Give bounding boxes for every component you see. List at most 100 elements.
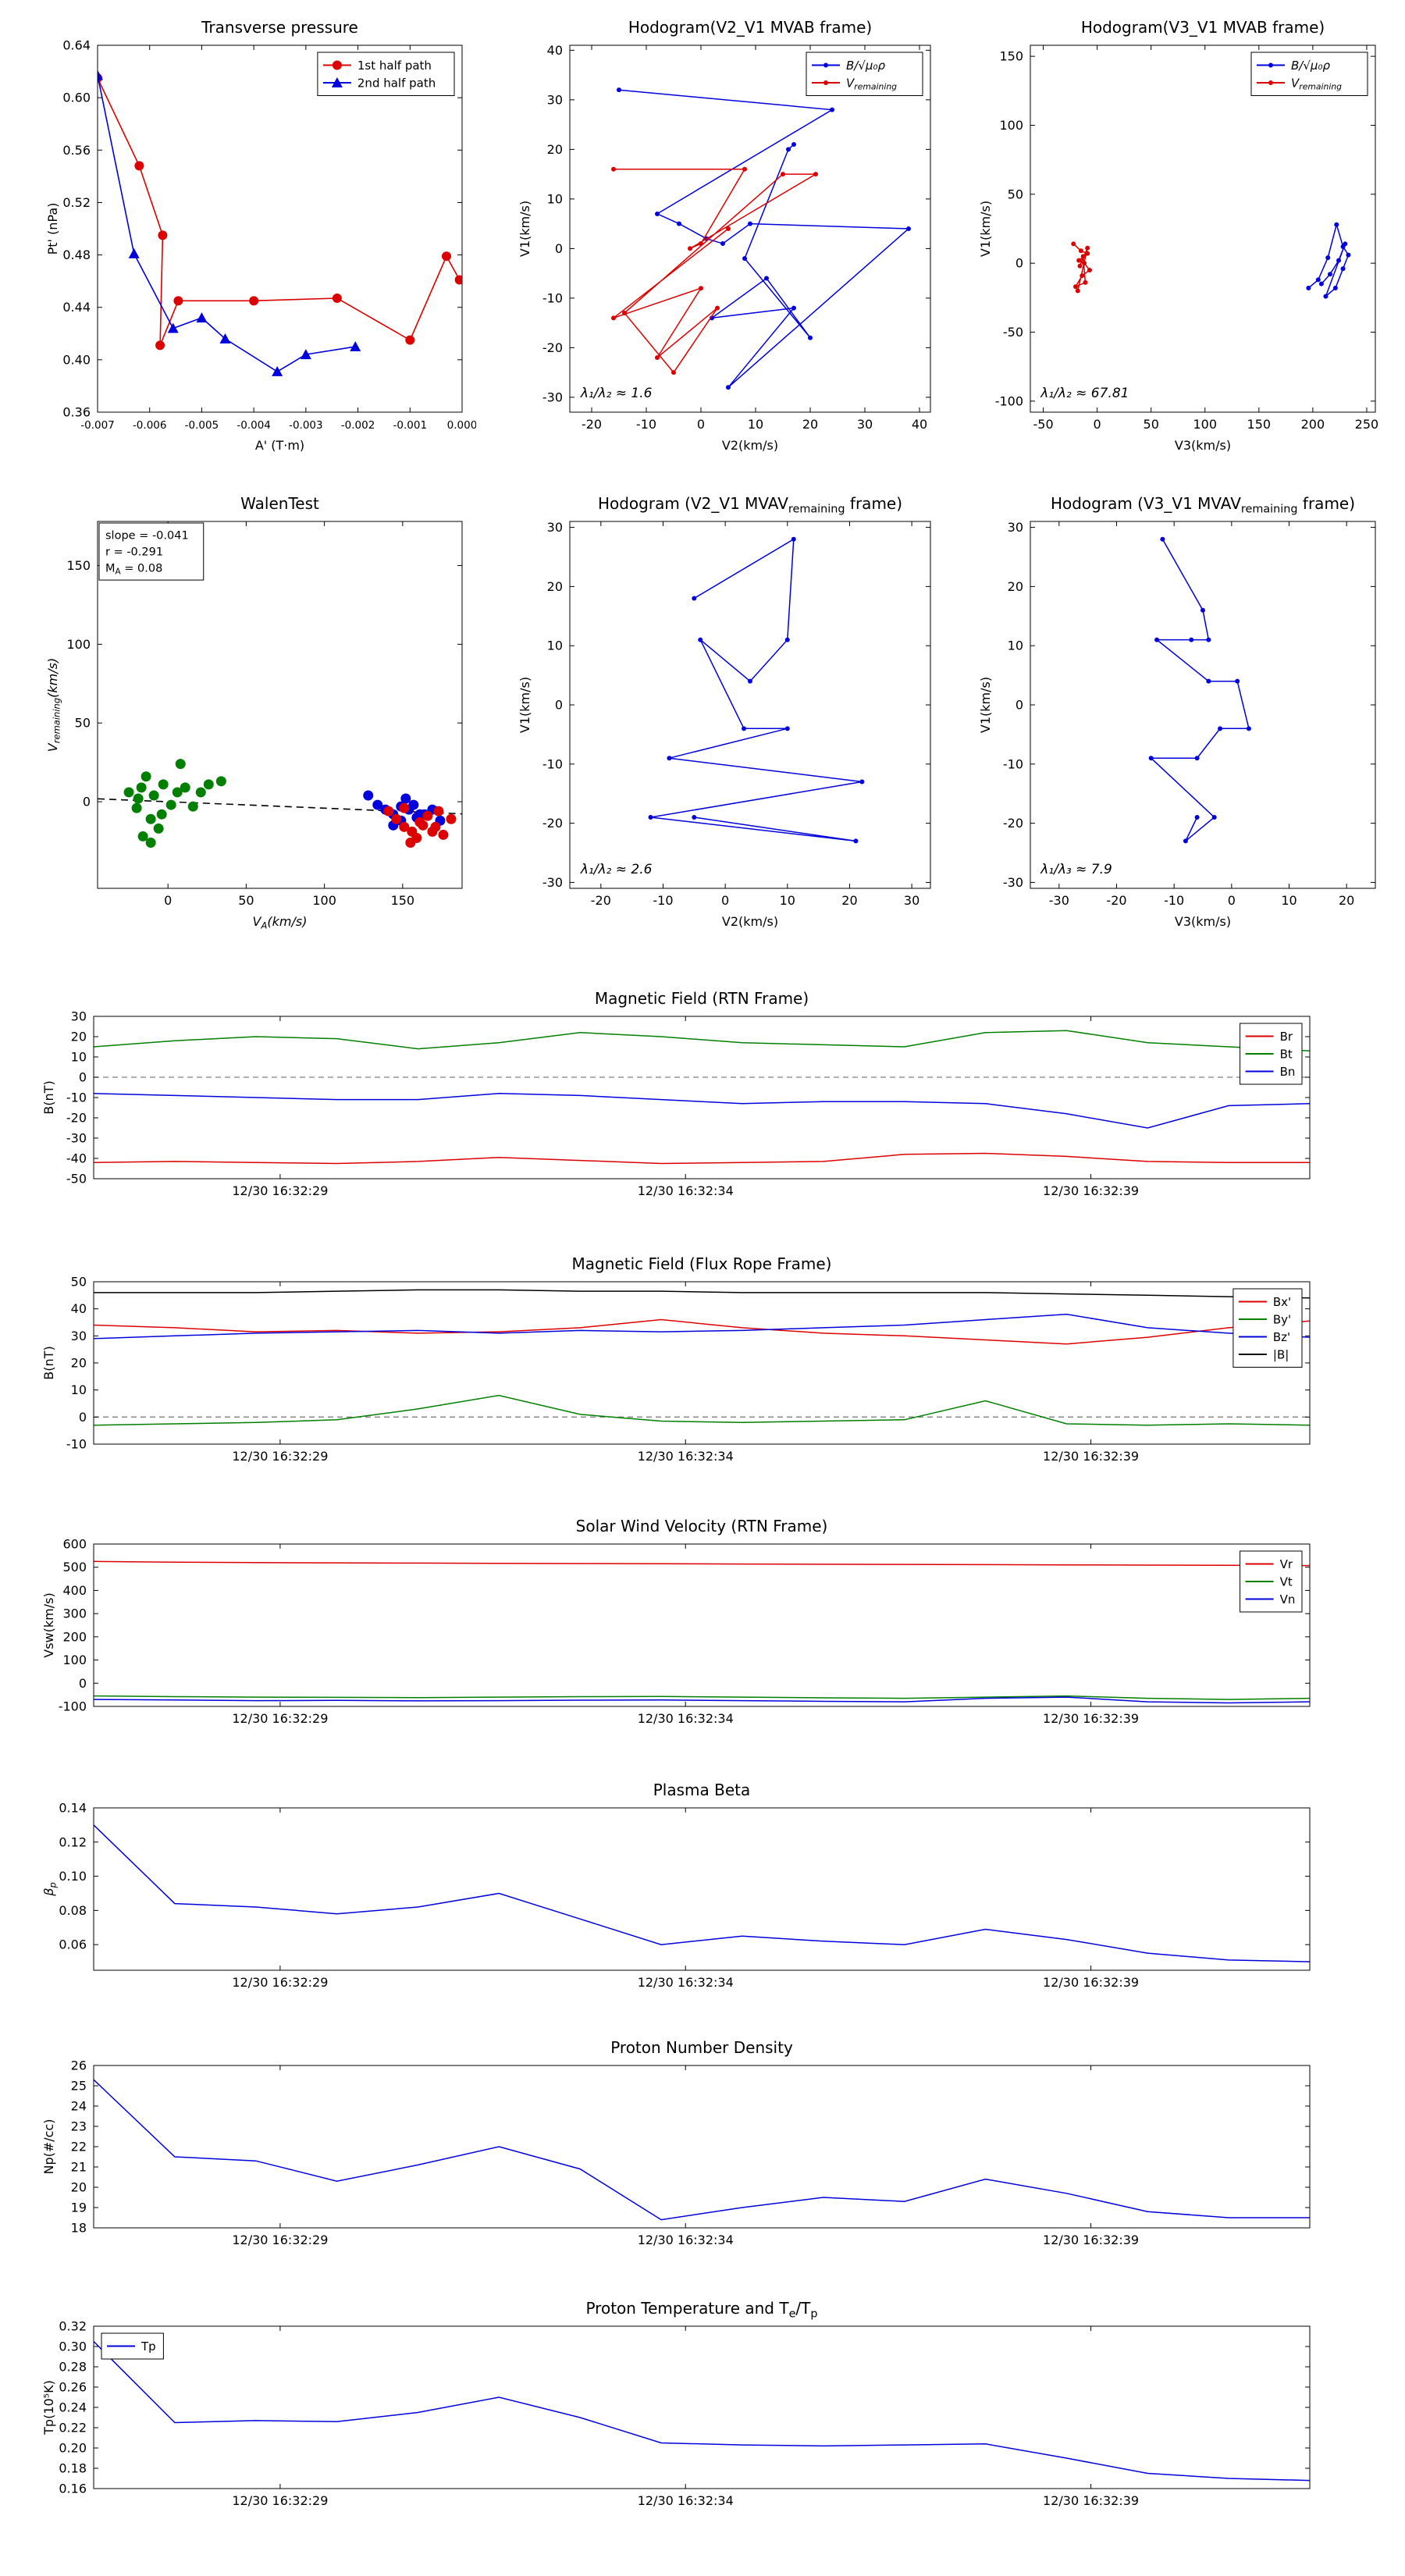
svg-text:Pt' (nPa): Pt' (nPa) xyxy=(45,203,60,255)
svg-text:200: 200 xyxy=(62,1629,87,1644)
svg-text:0: 0 xyxy=(79,1676,87,1691)
svg-text:-10: -10 xyxy=(542,290,563,305)
svg-text:MA = 0.08: MA = 0.08 xyxy=(105,563,162,577)
svg-text:-0.005: -0.005 xyxy=(185,419,219,432)
svg-text:-20: -20 xyxy=(542,340,563,355)
svg-text:20: 20 xyxy=(1008,579,1023,594)
svg-text:500: 500 xyxy=(62,1560,87,1574)
svg-text:0.52: 0.52 xyxy=(62,195,91,210)
svg-text:100: 100 xyxy=(66,637,91,652)
svg-text:12/30 16:32:34: 12/30 16:32:34 xyxy=(638,2233,734,2247)
svg-text:-10: -10 xyxy=(636,417,656,432)
svg-text:-10: -10 xyxy=(66,1091,87,1105)
svg-text:λ₁/λ₂ ≈ 2.6: λ₁/λ₂ ≈ 2.6 xyxy=(580,862,653,877)
svg-text:Br: Br xyxy=(1280,1030,1293,1044)
svg-text:12/30 16:32:29: 12/30 16:32:29 xyxy=(232,1975,328,1990)
svg-text:2nd half path: 2nd half path xyxy=(357,76,436,90)
svg-text:-0.006: -0.006 xyxy=(133,419,167,432)
svg-text:20: 20 xyxy=(71,1030,87,1044)
svg-text:-10: -10 xyxy=(1164,893,1184,908)
svg-text:12/30 16:32:34: 12/30 16:32:34 xyxy=(638,2493,734,2508)
svg-text:12/30 16:32:29: 12/30 16:32:29 xyxy=(232,2493,328,2508)
solar-wind-velocity-rtn-svg: 12/30 16:32:29 12/30 16:32:34 12/30 16:32:… xyxy=(41,1517,1311,1726)
svg-text:-100: -100 xyxy=(59,1699,87,1714)
svg-text:-0.001: -0.001 xyxy=(393,419,428,432)
svg-text:30: 30 xyxy=(857,417,873,432)
svg-text:Solar Wind Velocity (RTN Frame: Solar Wind Velocity (RTN Frame) xyxy=(576,1517,828,1535)
svg-text:V2(km/s): V2(km/s) xyxy=(722,438,778,453)
svg-text:0: 0 xyxy=(1016,698,1023,713)
svg-text:-0.007: -0.007 xyxy=(80,419,115,432)
svg-text:Vremaining: Vremaining xyxy=(846,76,897,91)
svg-text:12/30 16:32:34: 12/30 16:32:34 xyxy=(638,1711,734,1726)
svg-text:Np(#/cc): Np(#/cc) xyxy=(41,2119,56,2175)
svg-text:Tp: Tp xyxy=(140,2339,156,2354)
svg-text:0: 0 xyxy=(555,698,563,713)
svg-text:0: 0 xyxy=(83,795,91,809)
svg-text:20: 20 xyxy=(802,417,818,432)
svg-text:20: 20 xyxy=(547,579,563,594)
svg-text:22: 22 xyxy=(71,2140,87,2154)
svg-text:0.08: 0.08 xyxy=(59,1903,87,1918)
svg-text:VA(km/s): VA(km/s) xyxy=(253,914,308,931)
svg-text:0.32: 0.32 xyxy=(59,2319,87,2334)
svg-text:12/30 16:32:29: 12/30 16:32:29 xyxy=(232,1711,328,1726)
svg-text:100: 100 xyxy=(1193,417,1217,432)
svg-text:20: 20 xyxy=(71,2180,87,2195)
svg-text:λ₁/λ₃ ≈ 7.9: λ₁/λ₃ ≈ 7.9 xyxy=(1040,862,1112,877)
svg-text:600: 600 xyxy=(62,1537,87,1552)
magnetic-field-flux-rope-svg: 12/30 16:32:29 12/30 16:32:34 12/30 16:32:… xyxy=(41,1254,1311,1464)
svg-text:-0.002: -0.002 xyxy=(341,419,375,432)
chart-walen-test: 0 50 100 150 0 50 100 150 WalenTest VA(km/s) Vrema… xyxy=(31,486,476,952)
svg-text:0: 0 xyxy=(721,893,729,908)
svg-text:0.14: 0.14 xyxy=(59,1801,87,1816)
svg-text:12/30 16:32:39: 12/30 16:32:39 xyxy=(1043,1449,1139,1464)
svg-text:40: 40 xyxy=(71,1301,87,1316)
svg-text:23: 23 xyxy=(71,2119,87,2134)
svg-text:Plasma Beta: Plasma Beta xyxy=(653,1781,751,1799)
hodogram-v3v1-mvab-svg: -50 0 50 100 150 200 250 -100 -50 0 50 100 150 Hodogr… xyxy=(978,18,1378,453)
svg-text:12/30 16:32:39: 12/30 16:32:39 xyxy=(1043,2493,1139,2508)
svg-text:0.20: 0.20 xyxy=(59,2441,87,2456)
svg-text:12/30 16:32:39: 12/30 16:32:39 xyxy=(1043,1711,1139,1726)
hodogram-v3v1-mvav-svg: -30 -20 -10 0 10 20 -30 -20 -10 0 10 20 30 Hodogram (… xyxy=(978,494,1376,929)
svg-text:0.28: 0.28 xyxy=(59,2360,87,2375)
svg-text:Vt: Vt xyxy=(1280,1574,1293,1589)
svg-text:19: 19 xyxy=(71,2201,87,2215)
svg-text:-30: -30 xyxy=(66,1131,87,1146)
svg-text:A' (T·m): A' (T·m) xyxy=(255,438,304,453)
svg-text:Hodogram (V3_V1 MVAVremaining: Hodogram (V3_V1 MVAVremaining frame) xyxy=(1051,494,1355,515)
svg-text:WalenTest: WalenTest xyxy=(240,494,319,513)
svg-text:24: 24 xyxy=(71,2099,87,2114)
svg-text:Vremaining: Vremaining xyxy=(1291,76,1342,91)
svg-text:150: 150 xyxy=(391,893,415,908)
svg-text:Hodogram(V2_V1 MVAB frame): Hodogram(V2_V1 MVAB frame) xyxy=(628,18,872,37)
svg-text:-50: -50 xyxy=(1033,417,1054,432)
svg-text:-50: -50 xyxy=(1003,325,1023,340)
svg-text:-20: -20 xyxy=(1106,893,1126,908)
svg-text:12/30 16:32:39: 12/30 16:32:39 xyxy=(1043,1183,1139,1198)
svg-text:r = -0.291: r = -0.291 xyxy=(105,546,163,559)
svg-text:0.60: 0.60 xyxy=(62,91,91,105)
svg-text:100: 100 xyxy=(312,893,336,908)
svg-text:-50: -50 xyxy=(66,1172,87,1187)
svg-text:-20: -20 xyxy=(591,893,611,908)
svg-text:-100: -100 xyxy=(995,393,1023,408)
svg-text:V2(km/s): V2(km/s) xyxy=(722,914,778,929)
svg-text:10: 10 xyxy=(1281,893,1297,908)
svg-text:0.40: 0.40 xyxy=(62,352,91,367)
svg-text:10: 10 xyxy=(1008,639,1023,653)
svg-text:40: 40 xyxy=(912,417,927,432)
svg-text:150: 150 xyxy=(999,49,1023,64)
svg-text:0.10: 0.10 xyxy=(59,1869,87,1884)
svg-text:12/30 16:32:34: 12/30 16:32:34 xyxy=(638,1449,734,1464)
svg-text:0: 0 xyxy=(79,1410,87,1425)
svg-text:10: 10 xyxy=(71,1050,87,1065)
svg-text:Hodogram(V3_V1 MVAB frame): Hodogram(V3_V1 MVAB frame) xyxy=(1081,18,1325,37)
svg-text:21: 21 xyxy=(71,2160,87,2175)
svg-text:Bz': Bz' xyxy=(1273,1330,1290,1344)
svg-text:200: 200 xyxy=(1301,417,1325,432)
svg-text:30: 30 xyxy=(904,893,919,908)
transverse-pressure-svg: -0.007 -0.006 -0.005 -0.004 -0.003 -0.002 -0.0… xyxy=(45,18,477,453)
